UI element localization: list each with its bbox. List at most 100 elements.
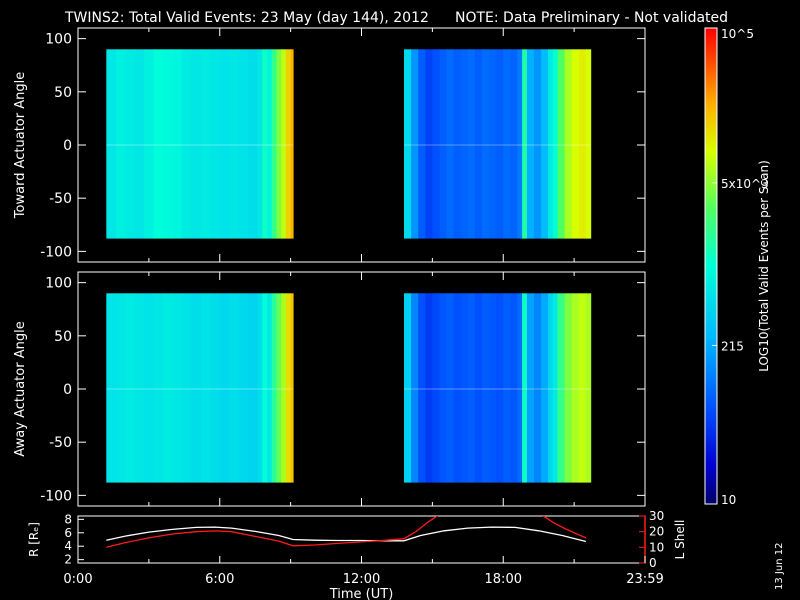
heatmap-column bbox=[229, 293, 240, 483]
heatmap-column bbox=[548, 293, 554, 483]
colorbar-tick-label: 215 bbox=[721, 339, 744, 353]
heatmap-column bbox=[552, 293, 559, 483]
heatmap-column bbox=[510, 49, 518, 239]
colorbar: 10 215 5x10^3 10^5 LOG10(Total Valid Events… bbox=[704, 27, 771, 507]
heatmap-column bbox=[460, 293, 469, 483]
heatmap-column bbox=[285, 293, 292, 483]
y-tick-label: 2 bbox=[64, 553, 72, 567]
y-tick-label: 100 bbox=[45, 32, 72, 48]
heatmap-column bbox=[453, 49, 462, 239]
heatmap-column bbox=[285, 49, 292, 239]
x-tick-label: 23:59 bbox=[626, 572, 663, 587]
plot-title: TWINS2: Total Valid Events: 23 May (day … bbox=[64, 10, 429, 26]
y-tick-label: 4 bbox=[64, 539, 72, 553]
heatmap-column bbox=[517, 293, 523, 483]
heatmap-column bbox=[541, 293, 549, 483]
heatmap-column bbox=[467, 293, 476, 483]
heatmap-column bbox=[281, 49, 287, 239]
panel-frame bbox=[77, 515, 646, 564]
x-tick-label: 0:00 bbox=[63, 572, 92, 587]
heatmap-column bbox=[210, 293, 221, 483]
heatmap-column bbox=[271, 293, 277, 483]
heatmap-column bbox=[200, 293, 211, 483]
y-tick-label: 6 bbox=[64, 526, 72, 540]
heatmap-column bbox=[163, 293, 174, 483]
heatmap-column bbox=[290, 49, 294, 239]
heatmap-column bbox=[578, 49, 587, 239]
y-tick-label: -50 bbox=[49, 435, 72, 451]
heatmap-column bbox=[425, 293, 433, 483]
heatmap-column bbox=[276, 293, 282, 483]
heatmap-column bbox=[267, 49, 273, 239]
heatmap-column bbox=[425, 49, 433, 239]
heatmap-column bbox=[134, 49, 145, 239]
heatmap-column bbox=[271, 49, 277, 239]
colorbar-tick-label: 10 bbox=[721, 493, 736, 507]
heatmap-column bbox=[276, 49, 282, 239]
heatmap-column bbox=[557, 49, 566, 239]
heatmap-column bbox=[163, 49, 174, 239]
heatmap-column bbox=[564, 293, 573, 483]
y-tick-label: 0 bbox=[63, 382, 72, 398]
heatmap-column bbox=[534, 49, 542, 239]
y-tick-label: -100 bbox=[40, 488, 72, 504]
time-xlabel: Time (UT) bbox=[329, 587, 394, 600]
heatmap-column bbox=[418, 293, 426, 483]
y-tick-label-right: 0 bbox=[649, 556, 657, 570]
heatmap-column bbox=[404, 293, 412, 483]
colorbar-tick-label: 10^5 bbox=[721, 27, 754, 41]
y-tick-label-right: 30 bbox=[649, 509, 664, 523]
away-ylabel: Away Actuator Angle bbox=[13, 321, 28, 456]
y-tick-label-right: 10 bbox=[649, 540, 664, 554]
y-tick-label-right: 20 bbox=[649, 525, 664, 539]
heatmap-column bbox=[257, 293, 263, 483]
heatmap-column bbox=[489, 293, 497, 483]
heatmap-column bbox=[503, 49, 511, 239]
heatmap-column bbox=[446, 293, 455, 483]
heatmap-column bbox=[510, 293, 518, 483]
y-tick-label: 50 bbox=[54, 329, 72, 345]
toward-ylabel: Toward Actuator Angle bbox=[13, 72, 28, 219]
heatmap-column bbox=[541, 49, 549, 239]
heatmap-column bbox=[210, 49, 221, 239]
heatmap-column bbox=[517, 49, 523, 239]
colorbar-ticks: 10 215 5x10^3 10^5 bbox=[712, 27, 769, 507]
heatmap-column bbox=[181, 49, 192, 239]
heatmap-column bbox=[548, 49, 554, 239]
heatmap-column bbox=[172, 49, 183, 239]
heatmap-column bbox=[503, 293, 511, 483]
heatmap-column bbox=[489, 49, 497, 239]
heatmap-column bbox=[191, 293, 202, 483]
heatmap-column bbox=[522, 49, 528, 239]
heatmap-column bbox=[411, 49, 419, 239]
heatmap-column bbox=[557, 293, 566, 483]
heatmap-column bbox=[411, 293, 419, 483]
heatmap-column bbox=[467, 49, 476, 239]
heatmap-column bbox=[257, 49, 263, 239]
toward-angle-panel: 100 50 0 -50 -100 Toward Actuator Angle bbox=[13, 27, 646, 263]
colorbar-tick-label: 5x10^3 bbox=[721, 177, 769, 191]
heatmap-column bbox=[153, 293, 164, 483]
away-heatmap-cells bbox=[106, 293, 592, 483]
heatmap-column bbox=[496, 49, 504, 239]
toward-axes: 100 50 0 -50 -100 bbox=[40, 27, 646, 263]
heatmap-column bbox=[290, 293, 294, 483]
heatmap-column bbox=[564, 49, 573, 239]
heatmap-column bbox=[219, 49, 230, 239]
heatmap-column bbox=[125, 293, 136, 483]
y-tick-label: -100 bbox=[40, 244, 72, 260]
r-ylabel: R [Rₑ] bbox=[27, 522, 41, 557]
heatmap-column bbox=[496, 293, 504, 483]
heatmap-column bbox=[585, 49, 592, 239]
heatmap-column bbox=[134, 293, 145, 483]
heatmap-column bbox=[439, 49, 448, 239]
heatmap-column bbox=[522, 293, 528, 483]
heatmap-column bbox=[578, 293, 587, 483]
heatmap-column bbox=[144, 49, 155, 239]
heatmap-column bbox=[526, 49, 535, 239]
heatmap-column bbox=[474, 293, 483, 483]
heatmap-column bbox=[571, 293, 580, 483]
heatmap-column bbox=[526, 293, 535, 483]
heatmap-column bbox=[281, 293, 287, 483]
